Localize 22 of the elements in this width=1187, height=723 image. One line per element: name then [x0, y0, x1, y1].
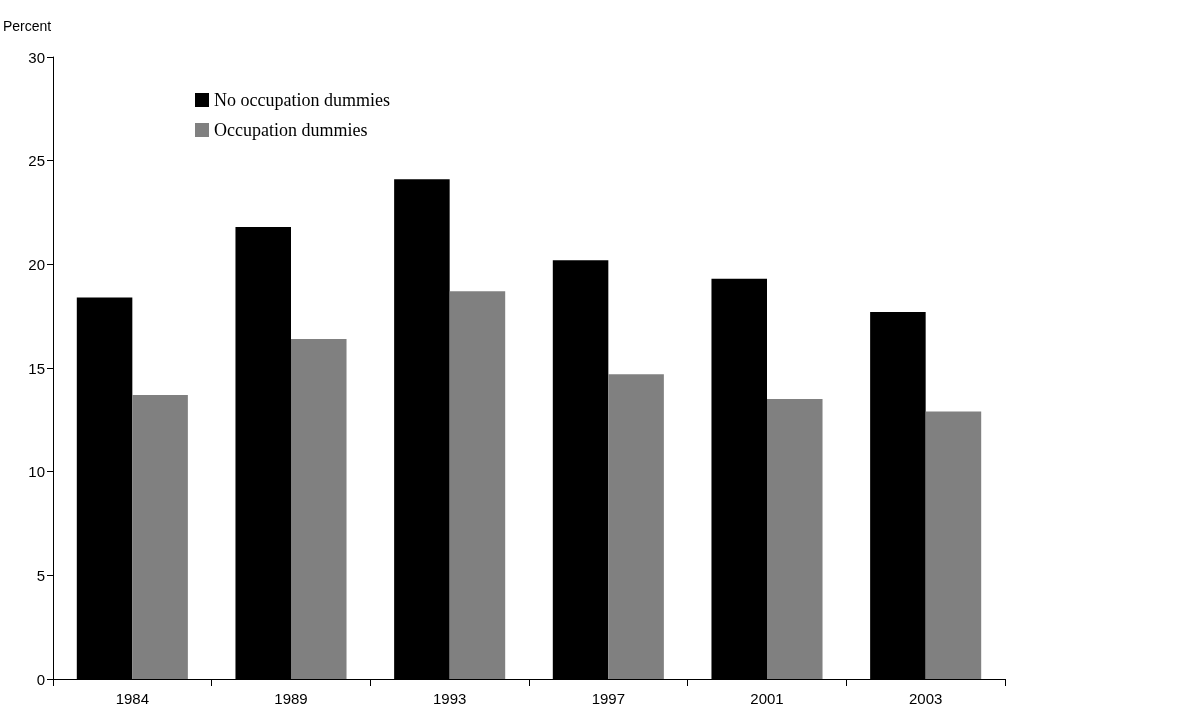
y-tick-label: 15: [28, 359, 45, 377]
y-axis-title: Percent: [3, 18, 52, 34]
bar: [608, 374, 664, 679]
x-tick-label: 2003: [908, 690, 943, 707]
legend-label: Occupation dummies: [214, 120, 368, 140]
legend-label: No occupation dummies: [214, 90, 390, 110]
x-tick-label: 1993: [432, 690, 467, 707]
bar: [449, 291, 506, 679]
y-tick-label: 30: [28, 48, 45, 66]
x-tick-label: 2001: [750, 690, 784, 707]
bar: [132, 394, 188, 679]
y-tick-label: 10: [28, 463, 45, 481]
x-tick-label: 1989: [274, 690, 308, 707]
bar: [925, 411, 982, 679]
y-tick-label: 0: [36, 670, 45, 688]
bar: [291, 338, 347, 679]
y-tick-label: 20: [28, 255, 45, 273]
bar: [767, 399, 823, 679]
x-tick-label: 1984: [115, 690, 150, 707]
x-tick-label: 1997: [591, 690, 626, 707]
y-tick-label: 5: [36, 566, 45, 584]
y-tick-label: 25: [28, 152, 45, 170]
